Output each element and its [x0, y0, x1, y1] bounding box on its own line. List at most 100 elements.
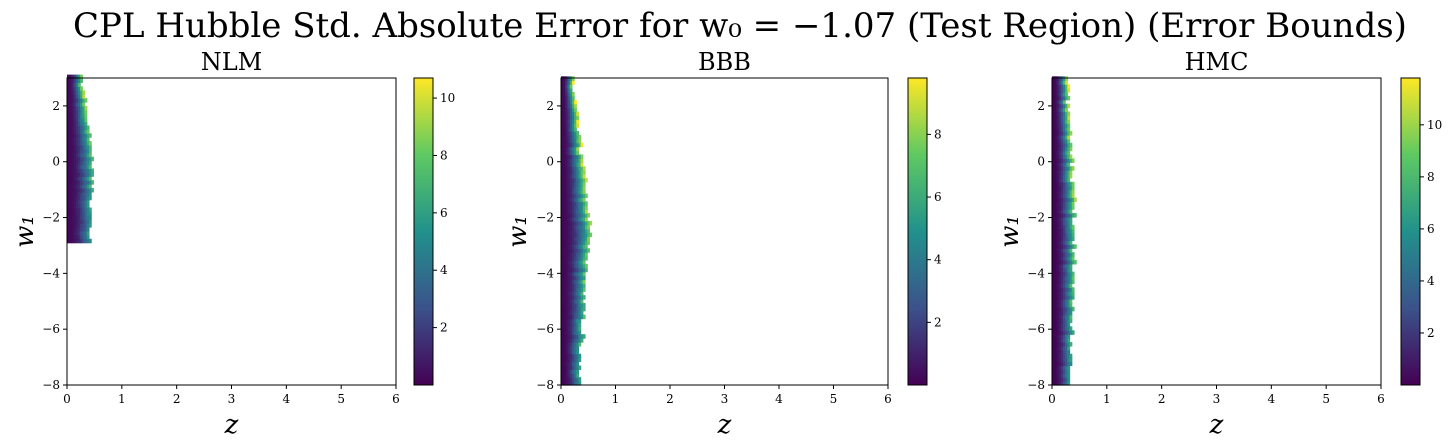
heatmap-cell	[571, 162, 575, 167]
heatmap-cell	[1062, 275, 1066, 281]
heatmap-cell	[567, 244, 571, 249]
heatmap-cell	[1067, 310, 1071, 316]
heatmap-cell	[574, 338, 577, 343]
heatmap-cell	[1071, 252, 1075, 257]
heatmap-cell	[1062, 80, 1066, 85]
heatmap-cell	[578, 154, 582, 159]
heatmap-cell	[77, 152, 81, 158]
heatmap-cell	[1058, 353, 1062, 359]
heatmap-cell	[1054, 244, 1057, 249]
heatmap-cell	[88, 187, 92, 193]
heatmap-cell	[73, 113, 77, 119]
heatmap-cell	[578, 197, 582, 202]
heatmap-cell	[1065, 345, 1068, 351]
heatmap-cell	[571, 170, 575, 175]
heatmap-cell	[561, 174, 564, 179]
heatmap-cell	[1065, 291, 1068, 296]
heatmap-cell	[82, 176, 86, 181]
heatmap-cell	[1058, 107, 1062, 113]
heatmap-cell	[561, 291, 564, 296]
heatmap-cell	[82, 223, 86, 228]
heatmap-cell	[1054, 330, 1057, 335]
heatmap-cell	[1060, 91, 1064, 97]
heatmap-cell	[574, 197, 577, 202]
heatmap-cell	[561, 205, 564, 210]
heatmap-cell	[574, 201, 577, 206]
heatmap-cell	[563, 369, 566, 374]
heatmap-cell	[571, 244, 575, 249]
heatmap-cell	[1060, 330, 1064, 335]
heatmap-cell	[569, 142, 573, 148]
heatmap-cell	[1067, 361, 1071, 367]
heatmap-cell	[576, 279, 580, 285]
heatmap-cell	[1056, 131, 1060, 136]
heatmap-cell	[84, 141, 88, 146]
heatmap-cell	[75, 168, 79, 173]
heatmap-cell	[571, 166, 575, 171]
heatmap-cell	[1058, 342, 1062, 347]
heatmap-cell	[1062, 177, 1066, 183]
heatmap-cell	[584, 209, 588, 214]
y-axis-label: w₁	[10, 215, 40, 248]
heatmap-cell	[563, 334, 566, 339]
heatmap-cell	[1058, 123, 1062, 128]
heatmap-cell	[73, 137, 77, 142]
heatmap-cell	[1060, 267, 1064, 273]
heatmap-cell	[1060, 162, 1064, 167]
heatmap-cell	[1067, 103, 1071, 109]
heatmap-cell	[1069, 248, 1073, 253]
heatmap-cell	[1060, 138, 1064, 144]
heatmap-cell	[71, 172, 75, 177]
heatmap-cell	[576, 365, 580, 370]
heatmap-cell	[80, 168, 83, 173]
heatmap-cell	[75, 117, 79, 123]
heatmap-cell	[1062, 322, 1066, 327]
heatmap-cell	[578, 209, 582, 214]
heatmap-cell	[580, 197, 584, 202]
heatmap-cell	[1062, 244, 1066, 249]
heatmap-cell	[71, 191, 75, 197]
heatmap-cell	[67, 219, 70, 224]
heatmap-cell	[1069, 232, 1073, 238]
heatmap-cell	[569, 91, 573, 97]
heatmap-cell	[1052, 306, 1055, 312]
heatmap-cell	[1062, 365, 1066, 370]
heatmap-cell	[582, 181, 586, 187]
heatmap-cell	[1067, 220, 1071, 226]
heatmap-cell	[71, 211, 75, 216]
heatmap-cell	[1067, 146, 1071, 152]
heatmap-cell	[88, 164, 92, 170]
colorbar-tick-label: 6	[1427, 222, 1435, 236]
heatmap-cell	[1058, 205, 1062, 210]
heatmap-cell	[565, 158, 569, 163]
heatmap-cell	[1054, 377, 1057, 382]
heatmap-cell	[82, 113, 86, 119]
heatmap-cell	[571, 205, 575, 210]
heatmap-cell	[75, 199, 79, 205]
heatmap-cell	[86, 125, 90, 130]
heatmap-cell	[1056, 287, 1060, 292]
heatmap-cell	[567, 302, 571, 308]
heatmap-cell	[82, 230, 86, 236]
heatmap-cell	[1062, 267, 1066, 273]
heatmap-cell	[82, 137, 86, 142]
heatmap-cell	[1062, 287, 1066, 292]
heatmap-cell	[563, 275, 566, 281]
heatmap-cell	[565, 263, 569, 269]
heatmap-cell	[1058, 115, 1062, 120]
heatmap-cell	[561, 361, 564, 367]
heatmap-cell	[571, 381, 575, 386]
heatmap-cell	[1067, 205, 1071, 210]
heatmap-cell	[77, 94, 81, 99]
heatmap-cell	[561, 213, 564, 218]
heatmap-cell	[1060, 224, 1064, 230]
heatmap-cell	[1058, 361, 1062, 367]
y-axis-label: w₁	[995, 215, 1025, 248]
heatmap-cell	[1065, 174, 1068, 179]
heatmap-cell	[563, 181, 566, 187]
heatmap-cell	[1060, 353, 1064, 359]
heatmap-cell	[73, 152, 77, 158]
heatmap-cell	[82, 156, 86, 162]
heatmap-cell	[567, 170, 571, 175]
y-tick-label: 2	[1037, 99, 1045, 113]
